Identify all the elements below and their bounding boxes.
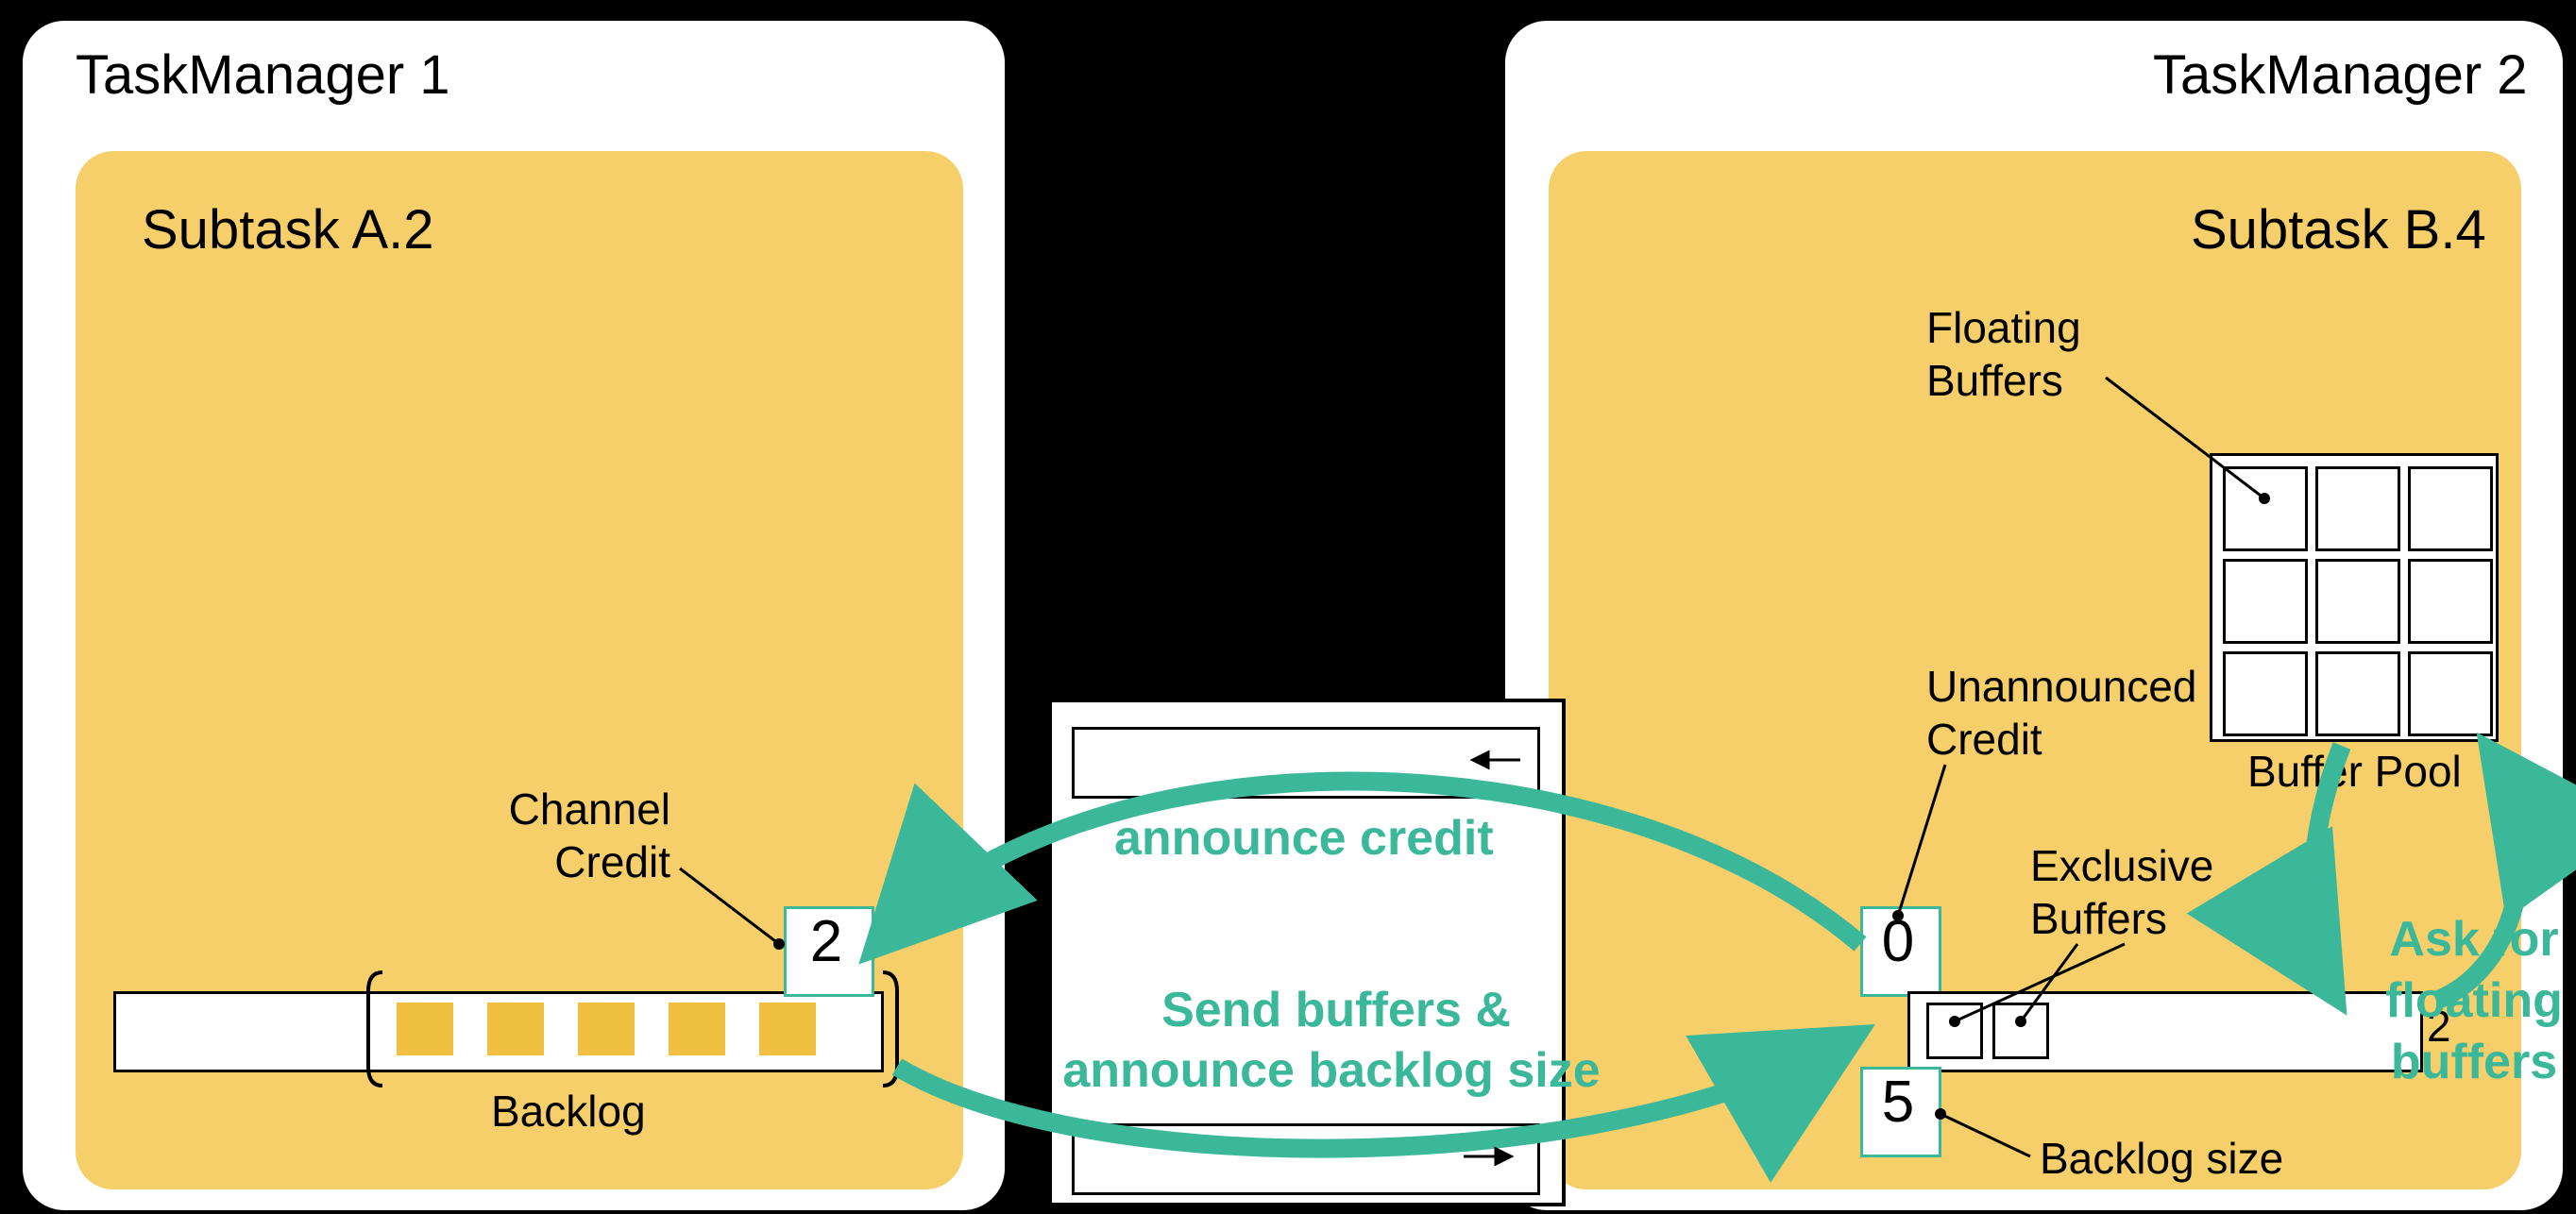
tm1-channel-credit-value: 2 bbox=[784, 908, 869, 975]
ask-floating-l3: buffers bbox=[2370, 1034, 2576, 1090]
tm2-exclusive-buffer-1 bbox=[1926, 1003, 1983, 1059]
taskmanager-2-title: TaskManager 2 bbox=[2153, 43, 2528, 107]
buffer-pool-cell bbox=[2223, 651, 2308, 736]
buffer-pool-cell bbox=[2315, 466, 2400, 551]
buffer-pool-cell bbox=[2223, 559, 2308, 644]
buffer-pool-label: Buffer Pool bbox=[2247, 746, 2462, 797]
announce-credit-label: announce credit bbox=[1114, 810, 1494, 867]
unannounced-credit-l1: Unannounced bbox=[1926, 661, 2196, 712]
tm2-backlog-size-value: 5 bbox=[1860, 1069, 1936, 1136]
unannounced-credit-l2: Credit bbox=[1926, 714, 2042, 765]
backlog-label: Backlog bbox=[491, 1086, 646, 1137]
ask-floating-l2: floating bbox=[2370, 972, 2576, 1029]
buffer-pool-cell bbox=[2408, 466, 2493, 551]
tcp-title: TCP Connection bbox=[1105, 632, 1492, 694]
tm2-unannounced-credit-value: 0 bbox=[1860, 908, 1936, 975]
tm1-backlog-buffer bbox=[759, 1003, 816, 1055]
tm2-buffer-row bbox=[1907, 991, 2423, 1072]
subtask-b4-title: Subtask B.4 bbox=[2191, 198, 2486, 261]
buffer-pool-cell bbox=[2408, 651, 2493, 736]
tcp-top-channel bbox=[1072, 727, 1540, 799]
buffer-pool-cell bbox=[2315, 559, 2400, 644]
floating-buffers-l2: Buffers bbox=[1926, 355, 2063, 406]
tm1-backlog-buffer bbox=[578, 1003, 635, 1055]
exclusive-buffers-l2: Buffers bbox=[2030, 893, 2167, 944]
tm1-backlog-buffer bbox=[669, 1003, 725, 1055]
tm2-exclusive-buffer-2 bbox=[1992, 1003, 2049, 1059]
buffer-pool-cell bbox=[2315, 651, 2400, 736]
channel-credit-label-1: Channel bbox=[463, 784, 670, 835]
buffer-pool-cell bbox=[2408, 559, 2493, 644]
send-buffers-l2: announce backlog size bbox=[1048, 1042, 1615, 1099]
tm1-backlog-buffer bbox=[397, 1003, 453, 1055]
taskmanager-1-title: TaskManager 1 bbox=[76, 43, 450, 107]
buffer-pool-cell bbox=[2223, 466, 2308, 551]
channel-credit-label-2: Credit bbox=[463, 836, 670, 887]
tm1-backlog-buffer bbox=[487, 1003, 544, 1055]
subtask-a2-title: Subtask A.2 bbox=[142, 198, 434, 261]
floating-buffers-l1: Floating bbox=[1926, 302, 2081, 353]
send-buffers-l1: Send buffers & bbox=[1114, 982, 1558, 1038]
exclusive-buffers-l1: Exclusive bbox=[2030, 840, 2213, 891]
ask-floating-l1: Ask for bbox=[2370, 911, 2576, 968]
tcp-bottom-channel bbox=[1072, 1123, 1540, 1195]
backlog-size-label: Backlog size bbox=[2040, 1133, 2283, 1184]
